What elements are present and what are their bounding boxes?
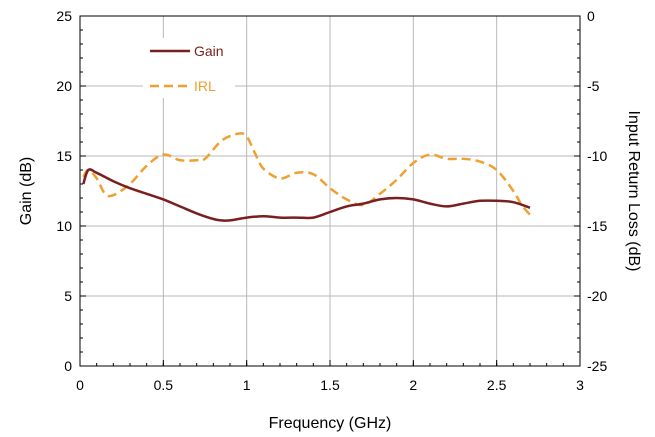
x-tick-labels: 0 0.5 1 1.5 2 2.5 3 (76, 377, 584, 393)
legend: Gain IRL (143, 38, 235, 98)
series-line-irl (82, 132, 531, 216)
x-tick-label: 1.5 (320, 377, 340, 393)
legend-label-irl: IRL (194, 78, 216, 94)
y-left-tick-label: 25 (56, 8, 72, 24)
x-tick-label: 2 (409, 377, 417, 393)
series-line-gain (82, 168, 531, 222)
x-axis-title: Frequency (GHz) (269, 415, 392, 432)
x-tick-label: 2.5 (487, 377, 507, 393)
legend-label-gain: Gain (194, 43, 224, 59)
y-right-tick-label: -20 (587, 288, 607, 304)
y-right-tick-label: -5 (587, 78, 600, 94)
plot-frame (79, 15, 581, 367)
y-left-tick-label: 10 (56, 218, 72, 234)
y-right-tick-label: -25 (587, 358, 607, 374)
y-axis-title-left: Gain (dB) (18, 157, 35, 225)
y-axis-title-right: Input Return Loss (dB) (625, 111, 642, 272)
y-left-tick-label: 15 (56, 148, 72, 164)
x-tick-label: 1 (243, 377, 251, 393)
y-left-tick-label: 0 (64, 358, 72, 374)
x-tick-label: 0 (76, 377, 84, 393)
series-layer (82, 132, 531, 222)
y-tick-labels-right: -25 -20 -15 -10 -5 0 (587, 8, 607, 374)
y-right-tick-label: -15 (587, 218, 607, 234)
y-right-tick-label: -10 (587, 148, 607, 164)
x-tick-label: 3 (576, 377, 584, 393)
y-left-tick-label: 20 (56, 78, 72, 94)
x-tick-label: 0.5 (154, 377, 174, 393)
legend-background (143, 38, 235, 98)
y-right-tick-label: 0 (587, 8, 595, 24)
y-tick-labels-left: 0 5 10 15 20 25 (56, 8, 72, 374)
y-left-tick-label: 5 (64, 288, 72, 304)
